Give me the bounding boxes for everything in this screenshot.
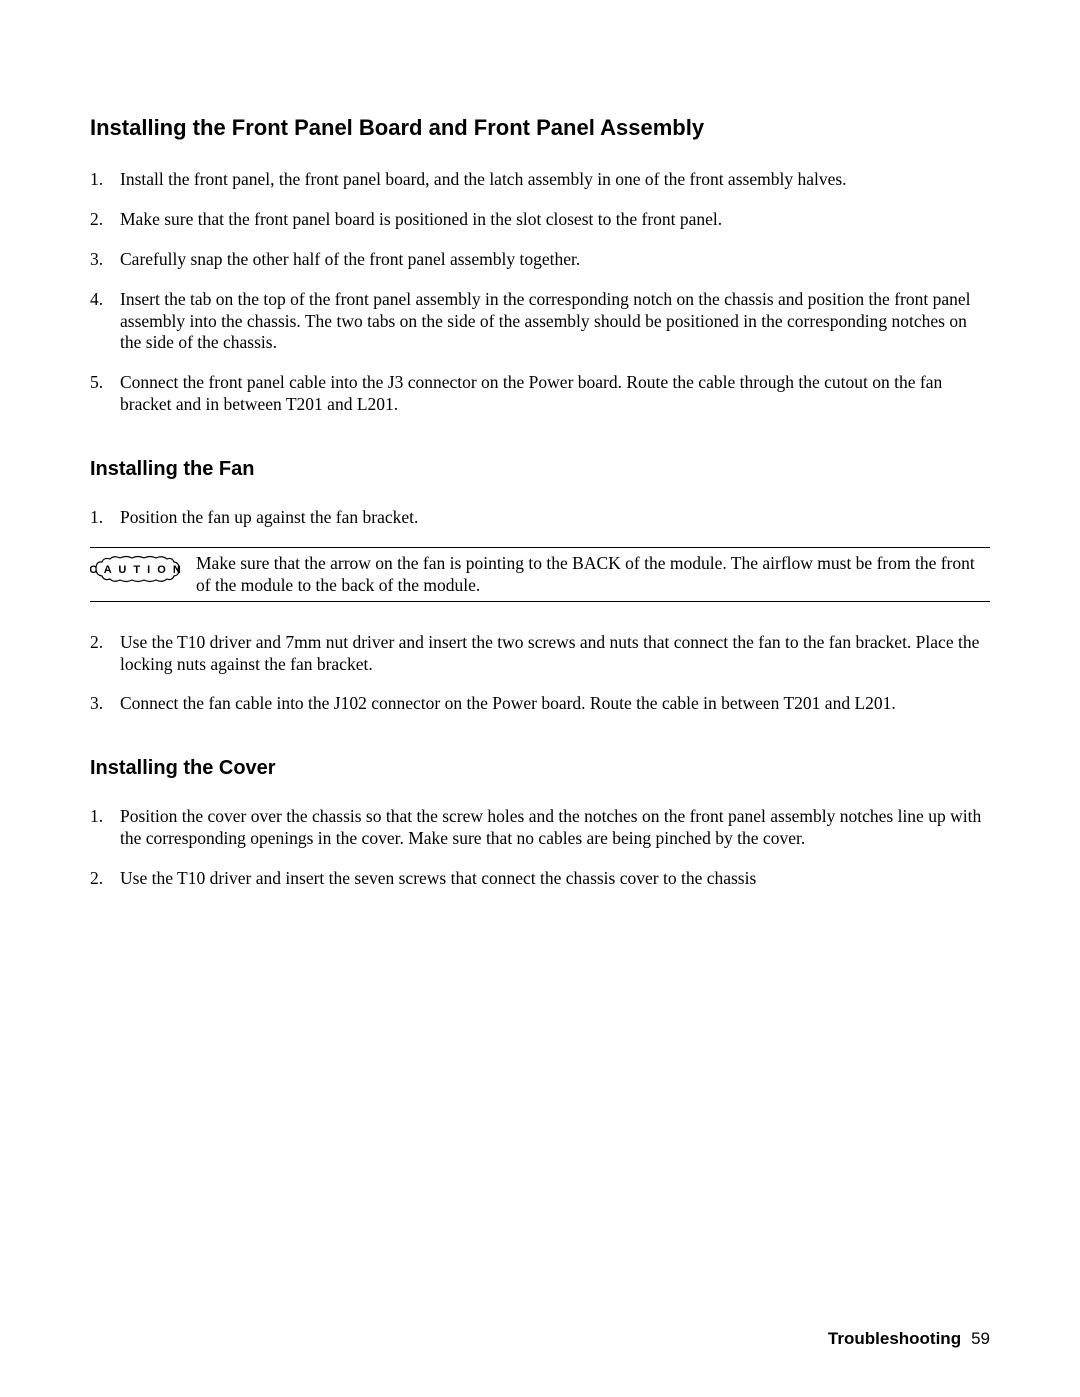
caution-box: C A U T I O N Make sure that the arrow o… xyxy=(90,547,990,602)
step-number: 4. xyxy=(90,289,120,355)
step-number: 2. xyxy=(90,209,120,231)
steps-fan-after: 2.Use the T10 driver and 7mm nut driver … xyxy=(90,632,990,716)
caution-label-text: C A U T I O N xyxy=(90,564,182,576)
step-text: Position the cover over the chassis so t… xyxy=(120,806,990,850)
step-text: Connect the fan cable into the J102 conn… xyxy=(120,693,990,715)
list-item: 2.Make sure that the front panel board i… xyxy=(90,209,990,231)
steps-cover: 1.Position the cover over the chassis so… xyxy=(90,806,990,890)
caution-icon: C A U T I O N xyxy=(90,555,182,583)
page-number: 59 xyxy=(971,1329,990,1348)
step-number: 2. xyxy=(90,868,120,890)
step-text: Connect the front panel cable into the J… xyxy=(120,372,990,416)
step-text: Use the T10 driver and insert the seven … xyxy=(120,868,990,890)
list-item: 1.Position the fan up against the fan br… xyxy=(90,507,990,529)
step-text: Carefully snap the other half of the fro… xyxy=(120,249,990,271)
step-text: Position the fan up against the fan brac… xyxy=(120,507,990,529)
caution-text: Make sure that the arrow on the fan is p… xyxy=(196,553,990,597)
document-page: Installing the Front Panel Board and Fro… xyxy=(0,0,1080,1397)
list-item: 3.Connect the fan cable into the J102 co… xyxy=(90,693,990,715)
list-item: 4.Insert the tab on the top of the front… xyxy=(90,289,990,355)
steps-fan-before: 1.Position the fan up against the fan br… xyxy=(90,507,990,529)
list-item: 2.Use the T10 driver and insert the seve… xyxy=(90,868,990,890)
step-number: 1. xyxy=(90,806,120,850)
list-item: 2.Use the T10 driver and 7mm nut driver … xyxy=(90,632,990,676)
step-text: Use the T10 driver and 7mm nut driver an… xyxy=(120,632,990,676)
list-item: 1.Position the cover over the chassis so… xyxy=(90,806,990,850)
step-number: 5. xyxy=(90,372,120,416)
list-item: 1.Install the front panel, the front pan… xyxy=(90,169,990,191)
step-number: 3. xyxy=(90,249,120,271)
step-text: Install the front panel, the front panel… xyxy=(120,169,990,191)
step-number: 3. xyxy=(90,693,120,715)
steps-front-panel: 1.Install the front panel, the front pan… xyxy=(90,169,990,416)
step-text: Make sure that the front panel board is … xyxy=(120,209,990,231)
heading-install-cover: Installing the Cover xyxy=(90,757,990,780)
heading-install-front-panel: Installing the Front Panel Board and Fro… xyxy=(90,115,990,141)
step-number: 2. xyxy=(90,632,120,676)
step-number: 1. xyxy=(90,507,120,529)
page-footer: Troubleshooting 59 xyxy=(828,1329,990,1349)
step-number: 1. xyxy=(90,169,120,191)
heading-install-fan: Installing the Fan xyxy=(90,458,990,481)
list-item: 5.Connect the front panel cable into the… xyxy=(90,372,990,416)
footer-section: Troubleshooting xyxy=(828,1329,961,1348)
step-text: Insert the tab on the top of the front p… xyxy=(120,289,990,355)
list-item: 3.Carefully snap the other half of the f… xyxy=(90,249,990,271)
